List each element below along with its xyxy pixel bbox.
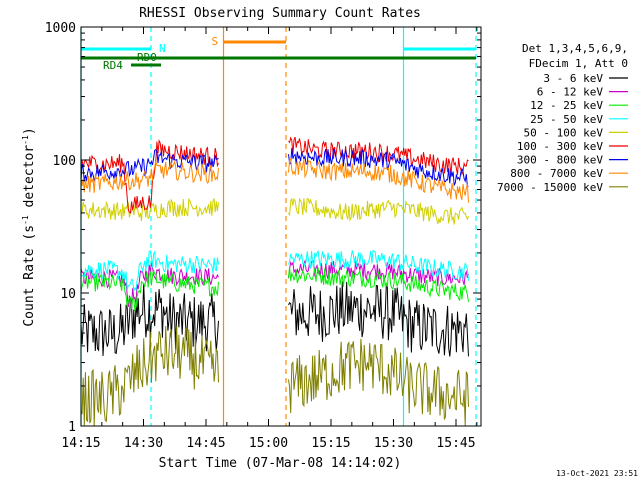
y-axis-label-sup-2: -1 [21, 135, 30, 145]
legend-entry-label: 50 - 100 keV [524, 126, 604, 139]
legend-entry-label: 6 - 12 keV [537, 86, 604, 99]
x-tick-label: 14:15 [61, 436, 100, 451]
chart-title: RHESSI Observing Summary Count Rates [139, 6, 421, 21]
series-line-8-0 [80, 325, 219, 427]
legend-header-line: FDecim 1, Att 0 [529, 57, 628, 70]
series-line-2-0 [80, 268, 219, 312]
y-axis-label-sup-1: -1 [21, 215, 30, 225]
y-tick-label: 100 [53, 154, 76, 169]
legend: Det 1,3,4,5,6,9, FDecim 1, Att 0 3 - 6 keV… [497, 42, 628, 194]
series-layer [80, 136, 469, 427]
footer-timestamp: 13-Oct-2021 23:51 [556, 469, 638, 478]
y-axis-label-end: ) [22, 127, 37, 135]
series-line-5-1 [288, 136, 469, 176]
series-line-4-0 [80, 198, 219, 222]
series-line-1-0 [80, 262, 219, 308]
annotations-layer: N S RD0 RD4 [81, 35, 476, 72]
y-tick-label: 10 [60, 287, 76, 302]
legend-entry-label: 7000 - 15000 keV [497, 181, 603, 194]
series-line-6-1 [288, 147, 469, 188]
y-tick-label: 1000 [45, 21, 76, 36]
rd4-label: RD4 [103, 59, 123, 72]
series-line-2-1 [288, 267, 469, 302]
series-line-5-0 [80, 139, 219, 214]
series-line-3-0 [80, 250, 219, 292]
y-axis-label-mid: detector [22, 145, 37, 216]
axes-layer: 14:15 14:30 14:45 15:00 15:15 15:30 15:45 1 10 10… [45, 21, 481, 451]
x-tick-label: 15:30 [374, 436, 413, 451]
legend-entry-label: 12 - 25 keV [530, 99, 603, 112]
y-axis-label-main: Count Rate (s [22, 225, 37, 327]
x-tick-label: 15:00 [249, 436, 288, 451]
legend-entry-label: 300 - 800 keV [517, 154, 603, 167]
x-tick-label: 14:30 [124, 436, 163, 451]
legend-header-line: Det 1,3,4,5,6,9, [522, 42, 628, 55]
legend-entry-label: 800 - 7000 keV [510, 167, 603, 180]
series-line-6-0 [80, 149, 219, 182]
plot-frame [80, 26, 482, 427]
x-tick-label: 15:45 [436, 436, 475, 451]
series-line-4-1 [288, 197, 469, 225]
series-line-7-0 [80, 159, 219, 193]
x-tick-label: 14:45 [186, 436, 225, 451]
series-line-7-1 [288, 157, 469, 203]
saa-bar-label: S [212, 35, 219, 48]
series-line-3-1 [288, 249, 469, 281]
series-line-0-1 [288, 281, 469, 357]
legend-entry-label: 3 - 6 keV [543, 72, 603, 85]
rd0-label: RD0 [137, 51, 157, 64]
x-tick-label: 15:15 [311, 436, 350, 451]
legend-entry-label: 100 - 300 keV [517, 140, 603, 153]
series-line-8-1 [288, 338, 469, 427]
x-axis-label: Start Time (07-Mar-08 14:14:02) [159, 456, 402, 471]
y-tick-label: 1 [68, 420, 76, 435]
y-axis-label: Count Rate (s-1 detector-1) [21, 127, 37, 326]
legend-entry-label: 25 - 50 keV [530, 113, 603, 126]
night-bar-label: N [159, 42, 166, 55]
